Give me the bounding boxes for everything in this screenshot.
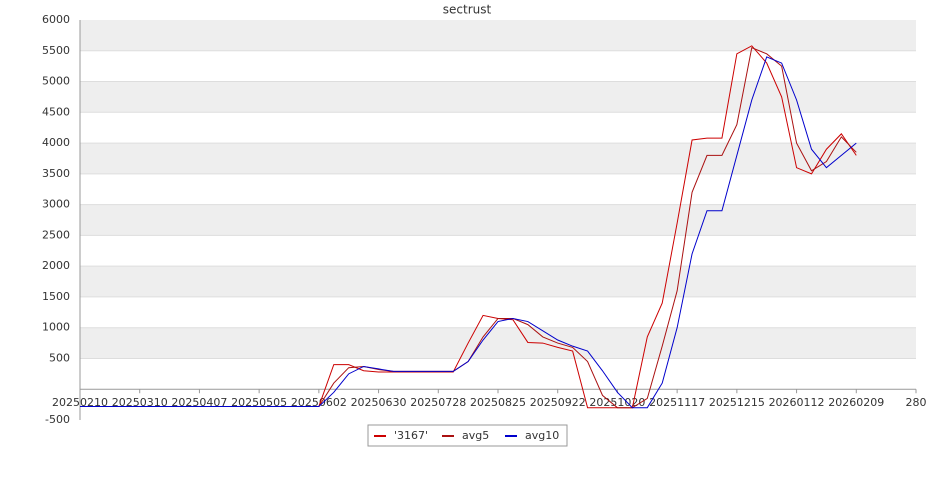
x-tick-label: 20250407 <box>171 396 227 409</box>
y-tick-label: -500 <box>45 413 70 426</box>
x-tick-label: 20251215 <box>709 396 765 409</box>
grid-band <box>80 204 916 236</box>
x-tick-label: 20250505 <box>231 396 287 409</box>
y-tick-label: 1000 <box>42 321 70 334</box>
x-tick-label: 20250630 <box>351 396 407 409</box>
y-tick-label: 5000 <box>42 75 70 88</box>
x-tick-label: 20250310 <box>112 396 168 409</box>
x-tick-label: 20250922 <box>530 396 586 409</box>
x-tick-label: 20251020 <box>589 396 645 409</box>
y-tick-label: 2000 <box>42 259 70 272</box>
x-tick-label: 280 <box>906 396 927 409</box>
legend-label: avg10 <box>525 429 559 442</box>
chart-title: sectrust <box>443 3 492 17</box>
x-tick-label: 20250728 <box>410 396 466 409</box>
y-tick-label: 6000 <box>42 13 70 26</box>
x-tick-label: 20250825 <box>470 396 526 409</box>
grid-band <box>80 20 916 51</box>
y-tick-label: 500 <box>49 351 70 364</box>
legend-label: '3167' <box>394 429 428 442</box>
x-tick-label: 20250602 <box>291 396 347 409</box>
grid-band <box>80 143 916 174</box>
grid-band <box>80 327 916 359</box>
legend-label: avg5 <box>462 429 489 442</box>
legend: '3167' avg5 avg10 <box>367 424 568 447</box>
y-tick-label: 3500 <box>42 167 70 180</box>
legend-box <box>367 424 568 447</box>
x-tick-label: 20260112 <box>769 396 825 409</box>
y-tick-label: 3000 <box>42 198 70 211</box>
y-tick-label: 1500 <box>42 290 70 303</box>
y-tick-label: 5500 <box>42 44 70 57</box>
grid-band <box>80 266 916 297</box>
x-tick-label: 20260209 <box>828 396 884 409</box>
x-tick-label: 20250210 <box>52 396 108 409</box>
y-tick-label: 4000 <box>42 136 70 149</box>
x-tick-label: 20251117 <box>649 396 705 409</box>
series-line <box>80 56 857 409</box>
y-tick-label: 2500 <box>42 228 70 241</box>
y-tick-label: 4500 <box>42 105 70 118</box>
